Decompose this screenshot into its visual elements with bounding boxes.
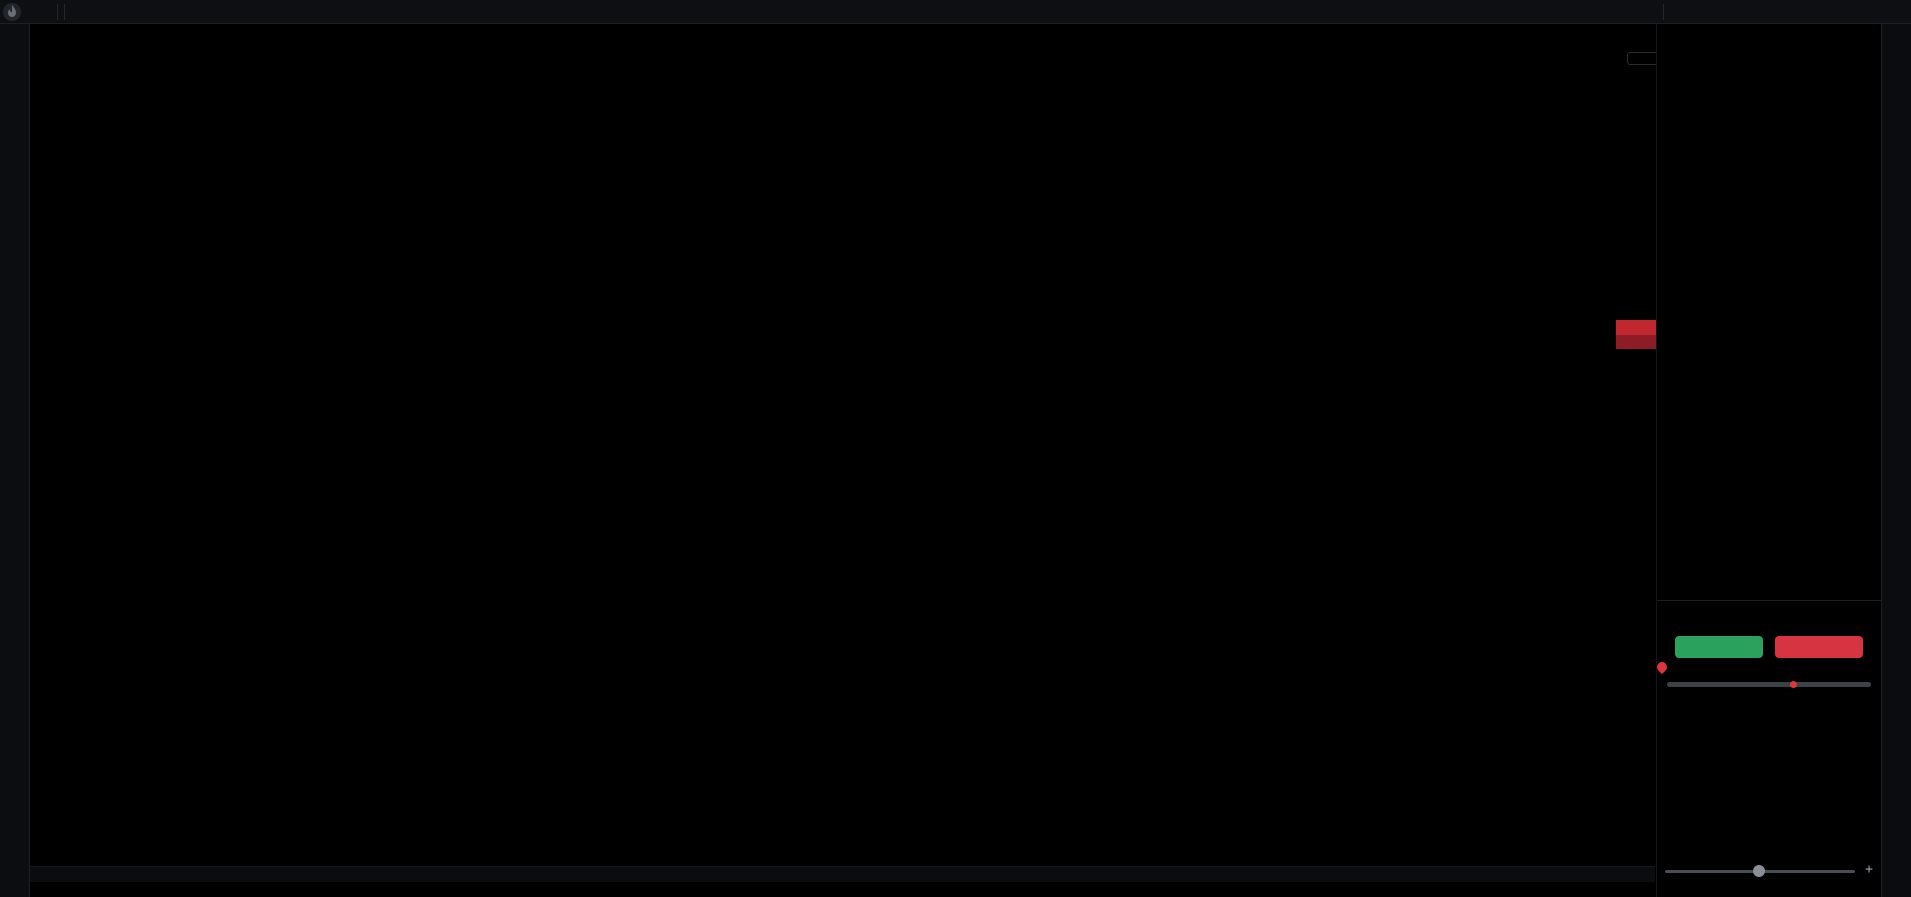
indicator-tab-bar — [30, 866, 1655, 882]
depth-zoom-slider[interactable]: + — [1665, 862, 1873, 878]
divider — [1657, 600, 1881, 601]
time-axis[interactable] — [30, 883, 1655, 897]
panel-tab-bar — [1657, 879, 1881, 897]
search-icon[interactable] — [40, 0, 54, 24]
divider — [64, 3, 65, 20]
price-pin-icon — [1654, 659, 1670, 675]
top-toolbar — [0, 0, 1911, 24]
depth-legend — [1657, 724, 1881, 736]
candlestick-chart[interactable] — [30, 24, 1655, 866]
depth-chart[interactable] — [1657, 742, 1881, 862]
huobi-logo-icon — [3, 2, 21, 21]
custom-period-dropdown[interactable] — [68, 0, 86, 24]
legend-buy — [1746, 724, 1760, 736]
legend-sell — [1778, 724, 1792, 736]
chart-area[interactable] — [30, 24, 1686, 897]
buy-price-button[interactable] — [1675, 636, 1763, 658]
drawing-toolbar — [0, 24, 30, 897]
order-book-panel: + — [1654, 24, 1881, 897]
divider — [1663, 4, 1664, 20]
sell-price-button[interactable] — [1775, 636, 1863, 658]
divider — [57, 3, 58, 20]
day-range-slider[interactable] — [1667, 681, 1871, 688]
side-widget-toolbar — [1881, 24, 1911, 897]
